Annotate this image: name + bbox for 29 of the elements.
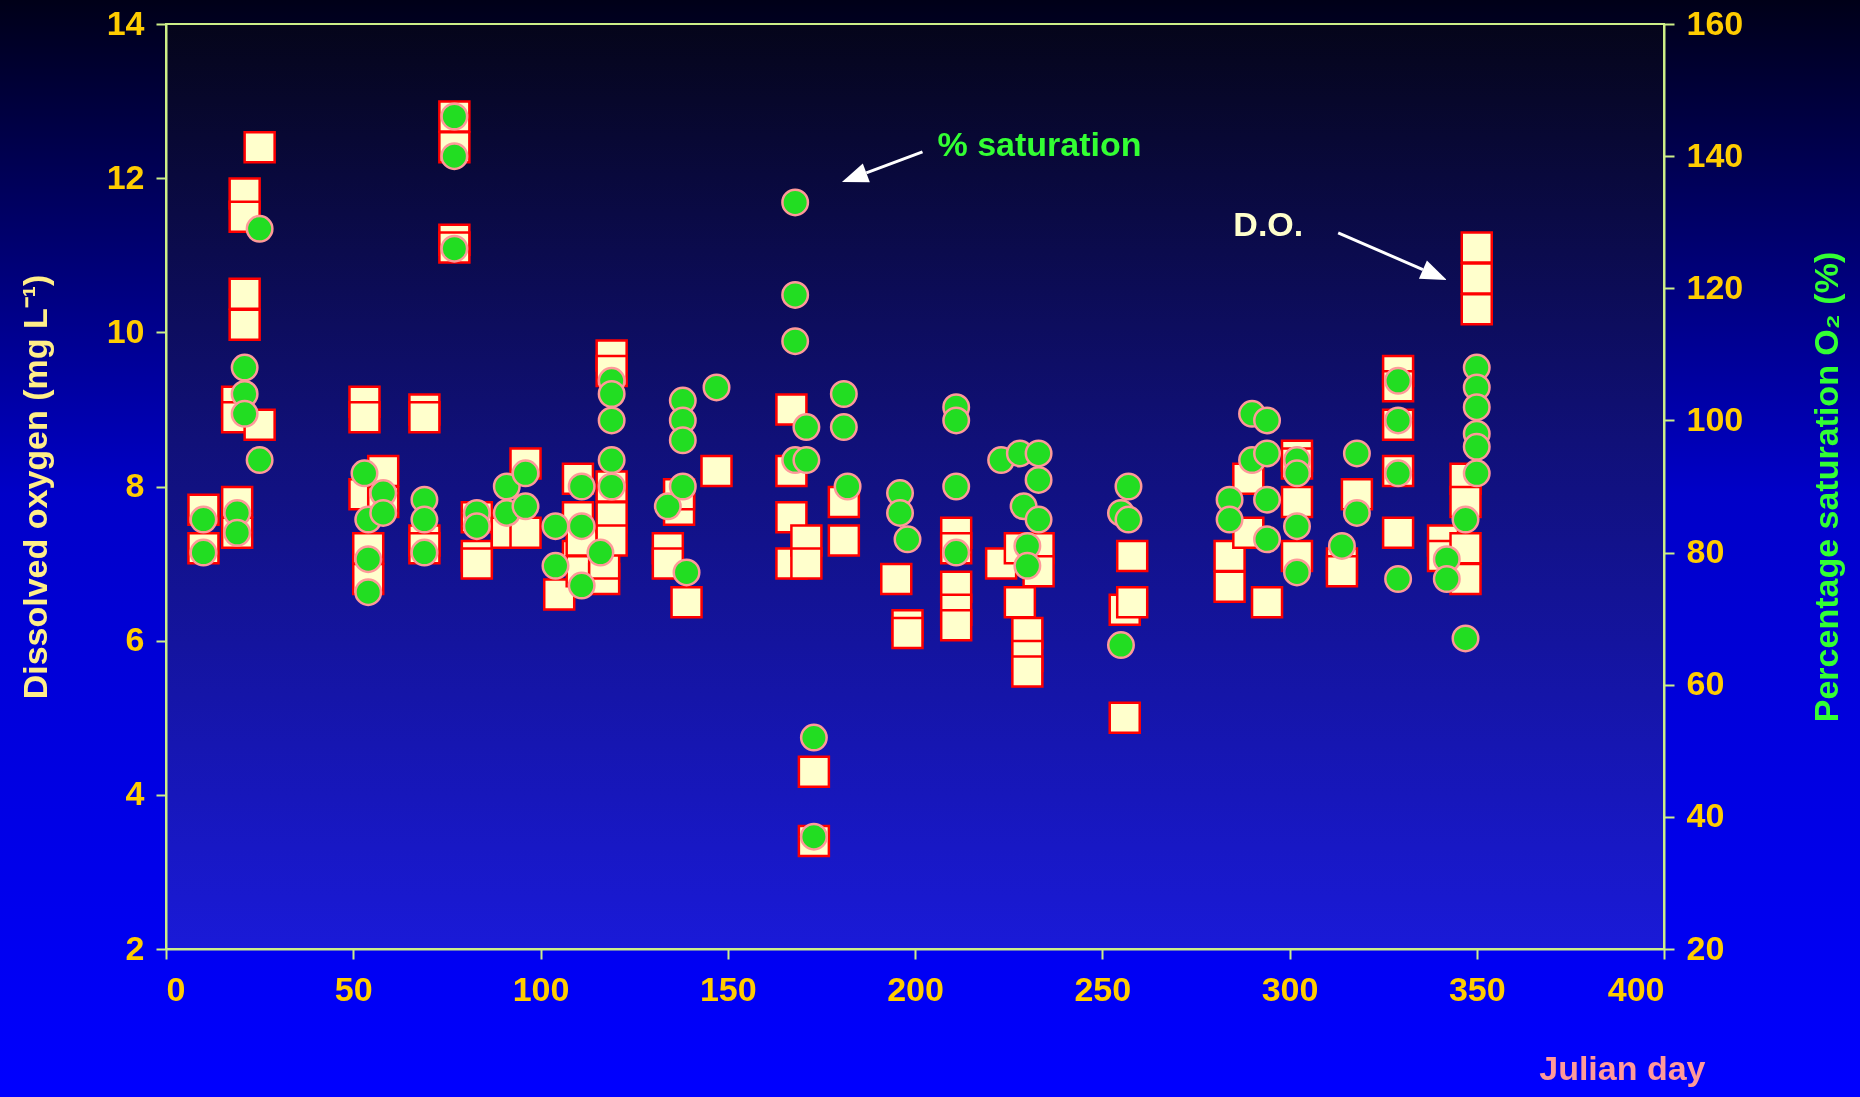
y-tick-label: 10 (106, 311, 145, 350)
y-tick-label: 6 (125, 620, 145, 659)
y2-tick-label: 60 (1686, 664, 1725, 703)
text: % saturation (937, 124, 1142, 163)
x-tick-label: 300 (1261, 969, 1319, 1008)
x-tick-label: 250 (1074, 969, 1132, 1008)
y2-tick-label: 20 (1686, 928, 1725, 967)
x-tick-label: 0 (166, 969, 186, 1008)
y2-tick-label: 120 (1686, 267, 1744, 306)
x-tick-label: 350 (1448, 969, 1506, 1008)
y2-tick-label: 160 (1686, 3, 1744, 42)
y2-axis-title: Percentage saturation O₂ (%) (1806, 251, 1845, 723)
y-tick-label: 14 (106, 3, 145, 42)
y2-tick-label: 80 (1686, 532, 1725, 571)
y2-tick-label: 100 (1686, 399, 1744, 438)
y-axis-title: Dissolved oxygen (mg L⁻¹) (15, 274, 54, 700)
x-axis-title: Julian day (1539, 1048, 1706, 1087)
x-tick-label: 100 (512, 969, 570, 1008)
y-tick-label: 12 (106, 157, 145, 196)
x-tick-label: 400 (1607, 969, 1665, 1008)
y-tick-label: 2 (125, 928, 145, 967)
x-tick-label: 50 (334, 969, 373, 1008)
text: D.O. (1233, 204, 1304, 243)
x-tick-label: 150 (699, 969, 757, 1008)
y2-tick-label: 40 (1686, 796, 1725, 835)
y2-tick-label: 140 (1686, 135, 1744, 174)
y-tick-label: 8 (125, 466, 145, 504)
y-tick-label: 4 (125, 774, 145, 813)
x-tick-label: 200 (887, 969, 944, 1008)
